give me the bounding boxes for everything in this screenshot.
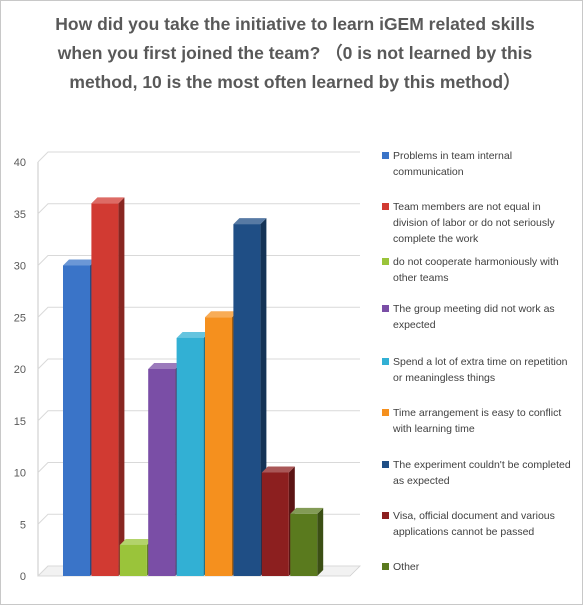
bar-front	[119, 544, 147, 576]
y-tick-label: 15	[14, 416, 26, 428]
y-tick-label: 10	[14, 468, 26, 480]
legend-swatch	[382, 409, 389, 416]
bar-top	[233, 218, 267, 225]
y-tick-label: 40	[14, 157, 26, 169]
bar-front	[205, 317, 232, 576]
bar-side	[317, 507, 324, 576]
gridline	[37, 151, 360, 163]
legend-item: Team members are not equal in division o…	[382, 199, 578, 247]
bar	[205, 311, 238, 576]
bar-front	[233, 224, 261, 576]
legend-item: Other	[382, 559, 578, 575]
bar-front	[261, 472, 289, 576]
legend-swatch	[382, 258, 389, 265]
legend-swatch	[382, 563, 389, 570]
legend-item: Time arrangement is easy to conflict wit…	[382, 405, 578, 437]
y-tick-label: 5	[20, 519, 26, 531]
bar	[148, 363, 182, 576]
y-tick-label: 20	[14, 364, 26, 376]
bar	[290, 507, 324, 576]
chart-title: How did you take the initiative to learn…	[55, 14, 535, 92]
legend-item: The group meeting did not work as expect…	[382, 301, 578, 333]
y-tick-label: 35	[14, 209, 26, 221]
legend-swatch	[382, 152, 389, 159]
y-tick-label: 0	[20, 571, 26, 583]
legend-label: Team members are not equal in division o…	[393, 201, 555, 245]
bar-top	[63, 259, 96, 266]
legend-swatch	[382, 305, 389, 312]
gridline	[37, 203, 360, 215]
bar	[63, 259, 96, 576]
y-tick-label: 25	[14, 312, 26, 324]
bar-top	[148, 363, 182, 369]
legend-swatch	[382, 203, 389, 210]
legend-label: do not cooperate harmoniously with other…	[393, 256, 559, 284]
bar-front	[176, 337, 204, 576]
bar	[176, 331, 210, 576]
bar-top	[290, 507, 324, 514]
legend-swatch	[382, 512, 389, 519]
bar-side	[118, 197, 125, 576]
legend-item: do not cooperate harmoniously with other…	[382, 254, 578, 286]
legend-item: Spend a lot of extra time on repetition …	[382, 354, 578, 386]
bar-top	[119, 538, 153, 545]
legend-label: Time arrangement is easy to conflict wit…	[393, 407, 562, 435]
bar-top	[261, 466, 295, 473]
bar-front	[91, 203, 119, 576]
bar-top	[205, 311, 238, 318]
legend-swatch	[382, 461, 389, 468]
bar	[261, 466, 295, 576]
bar-top	[176, 331, 210, 338]
bar-front	[290, 513, 318, 576]
legend-label: Other	[393, 561, 420, 573]
legend-label: Spend a lot of extra time on repetition …	[393, 356, 568, 384]
legend-label: Problems in team internal communication	[393, 150, 513, 178]
legend-label: The group meeting did not work as expect…	[393, 303, 555, 331]
bar	[233, 218, 267, 576]
legend-label: Visa, official document and various appl…	[393, 510, 555, 538]
legend-item: The experiment couldn't be completed as …	[382, 457, 578, 489]
bar	[119, 538, 153, 576]
legend-item: Visa, official document and various appl…	[382, 508, 578, 540]
bar-front	[63, 265, 90, 576]
bar-front	[148, 369, 176, 576]
legend-swatch	[382, 358, 389, 365]
legend-item: Problems in team internal communication	[382, 148, 578, 180]
y-tick-label: 30	[14, 261, 26, 273]
bar-top	[91, 197, 125, 204]
legend-label: The experiment couldn't be completed as …	[393, 459, 571, 487]
bar	[91, 197, 125, 576]
